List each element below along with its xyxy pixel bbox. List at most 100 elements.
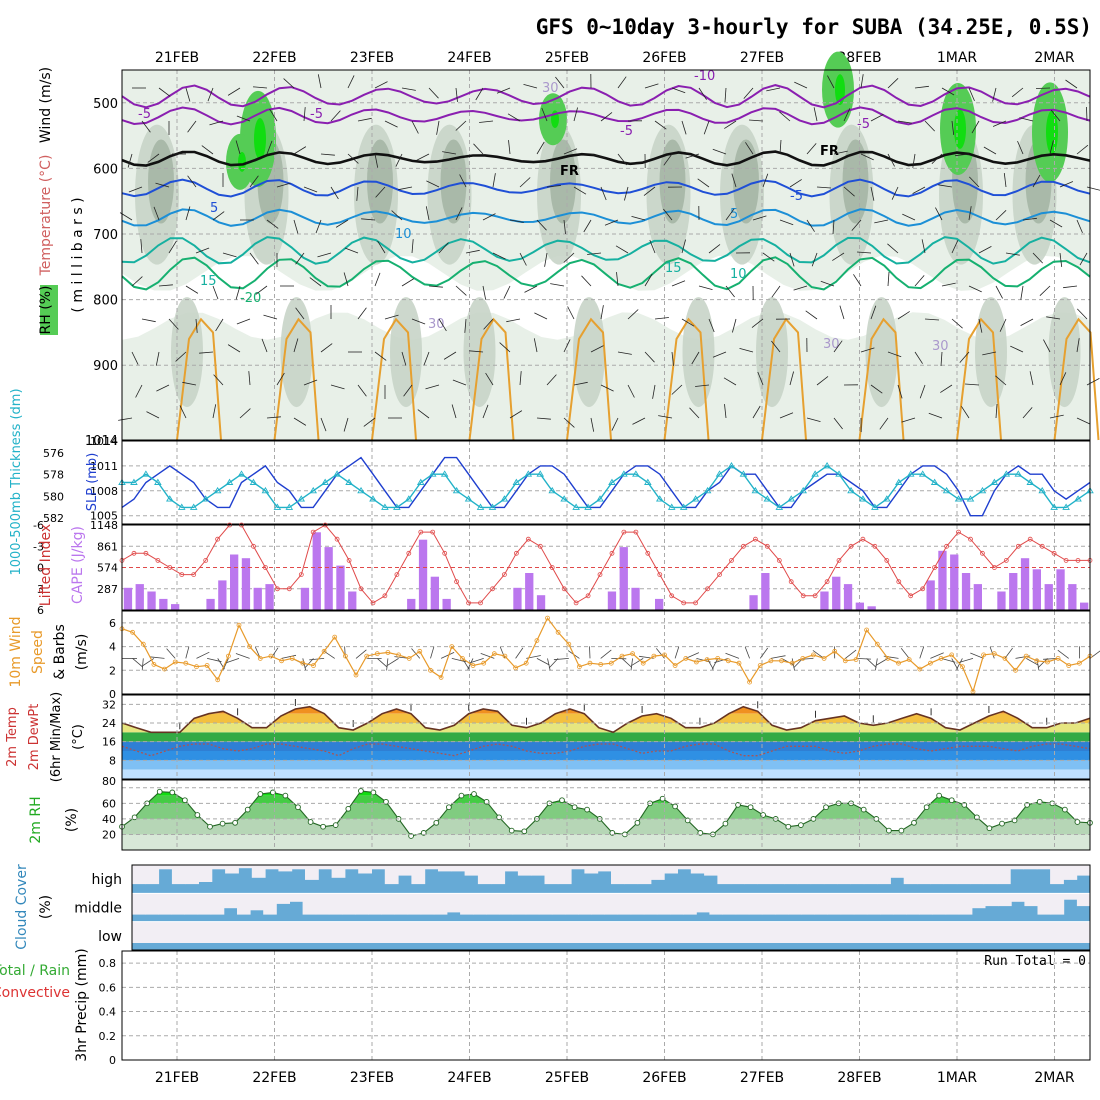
wind-point xyxy=(938,656,944,661)
contour-label-13: 15 xyxy=(665,261,682,276)
cape-bar xyxy=(123,587,133,610)
rh-point xyxy=(307,819,314,825)
top-date-26feb: 26FEB xyxy=(642,50,686,66)
wind-barb xyxy=(771,285,781,298)
cloud-gap-low xyxy=(943,921,958,943)
thickness-ytick-576: 576 xyxy=(43,447,64,460)
cloud-gap-low xyxy=(810,921,825,943)
wind-barb xyxy=(964,383,980,386)
wind-barb xyxy=(451,404,457,419)
cloud-gap-low xyxy=(983,921,998,943)
precip-ytick-0.2: 0.2 xyxy=(99,1030,117,1043)
wind-barb xyxy=(492,173,496,188)
cape-bar xyxy=(218,580,227,610)
li-ylabel: Lifted Index xyxy=(38,524,54,606)
rh-point xyxy=(521,828,528,835)
wind-barb xyxy=(563,417,575,428)
wind-barb xyxy=(832,252,845,261)
wind-point xyxy=(715,656,721,661)
wind-point xyxy=(694,659,699,665)
rh-point xyxy=(923,804,930,811)
wind-barb xyxy=(1029,371,1034,386)
wind-barb xyxy=(779,412,794,419)
wind-barb xyxy=(536,141,545,155)
wind-barb xyxy=(483,318,494,330)
wind-barb xyxy=(508,140,511,155)
wind-barb xyxy=(567,306,575,320)
cloud-gap-middle xyxy=(643,893,658,915)
wind-barb xyxy=(961,406,970,419)
thickness-point xyxy=(883,495,891,502)
cloud-gap-low xyxy=(1050,921,1064,943)
cloud-gap-low xyxy=(611,921,625,943)
temp-contour-6 xyxy=(121,256,1091,291)
top-date-22feb: 22FEB xyxy=(252,50,296,66)
wind-barb xyxy=(438,318,447,332)
wind-barb xyxy=(455,207,463,221)
rh-saturated-core-5 xyxy=(238,151,246,172)
thickness-point xyxy=(811,470,819,477)
li-point xyxy=(466,600,472,606)
li-point xyxy=(334,536,340,542)
cloud-gap-middle xyxy=(604,893,618,915)
wind-barb xyxy=(1043,339,1051,353)
rh-point xyxy=(571,804,578,811)
cloud-gap-high xyxy=(677,865,692,870)
wind-barb xyxy=(887,271,890,287)
cape-bar xyxy=(619,547,628,610)
wind-barb-10m xyxy=(770,655,786,659)
wind-barb-10m xyxy=(900,648,910,659)
cloud-gap-middle xyxy=(893,893,907,915)
contour-label-2: -5 xyxy=(310,107,323,122)
top-date-axis: 21FEB 22FEB 23FEB 24FEB 25FEB 26FEB 27FEB 28FEB… xyxy=(155,50,1075,66)
rh-point xyxy=(131,814,138,821)
li-point xyxy=(800,593,806,599)
rh-legend-swatch xyxy=(40,285,58,335)
wind-barb xyxy=(403,384,413,397)
cloud-gap-high xyxy=(624,865,639,885)
cape-bar xyxy=(324,547,333,610)
cloud-gap-high xyxy=(890,865,905,878)
rh-point xyxy=(559,797,565,804)
wind-barb xyxy=(644,83,659,89)
wind-barb-10m xyxy=(222,658,229,670)
wind-barb xyxy=(1076,338,1080,353)
li-point xyxy=(573,600,579,606)
cape-frame xyxy=(121,524,1091,611)
wind-barb xyxy=(187,175,197,188)
wind-barb xyxy=(839,305,845,320)
wind-barb xyxy=(951,318,963,329)
cloud-gap-middle xyxy=(184,893,199,915)
wind-point xyxy=(162,666,167,672)
wind-barb xyxy=(374,272,381,287)
wind-barb xyxy=(330,110,341,122)
thickness-ytick-582: 582 xyxy=(43,512,64,525)
cloud-gap-high xyxy=(770,865,785,885)
bottom-date-24feb: 24FEB xyxy=(447,1070,491,1086)
wind-barb xyxy=(168,318,179,330)
wind-barb xyxy=(185,285,199,294)
wind-point xyxy=(502,653,508,659)
li-point xyxy=(454,579,460,585)
cape-bar xyxy=(926,580,935,610)
li-point xyxy=(298,572,304,577)
thickness-point xyxy=(894,478,903,485)
cloud-gap-high xyxy=(1023,865,1038,870)
cloud-gap-high xyxy=(265,865,279,870)
thickness-point xyxy=(536,470,545,477)
rh-point xyxy=(760,812,766,818)
thickness-point xyxy=(859,495,867,502)
wind-barb-10m xyxy=(281,654,297,659)
wind-barb-10m xyxy=(674,646,680,659)
wind-point xyxy=(736,660,742,666)
precip-ytick-0.8: 0.8 xyxy=(99,957,117,970)
wind-barb xyxy=(436,120,440,135)
wind-point xyxy=(236,622,242,628)
cape-bar xyxy=(950,554,959,610)
wind-barb xyxy=(940,384,953,393)
wind-barb xyxy=(938,184,953,188)
rh-blob-dark xyxy=(148,139,174,224)
rh-ylabel-name: 2m RH xyxy=(28,796,44,843)
thickness-point xyxy=(823,462,831,469)
rh-dry-band xyxy=(122,255,1090,340)
